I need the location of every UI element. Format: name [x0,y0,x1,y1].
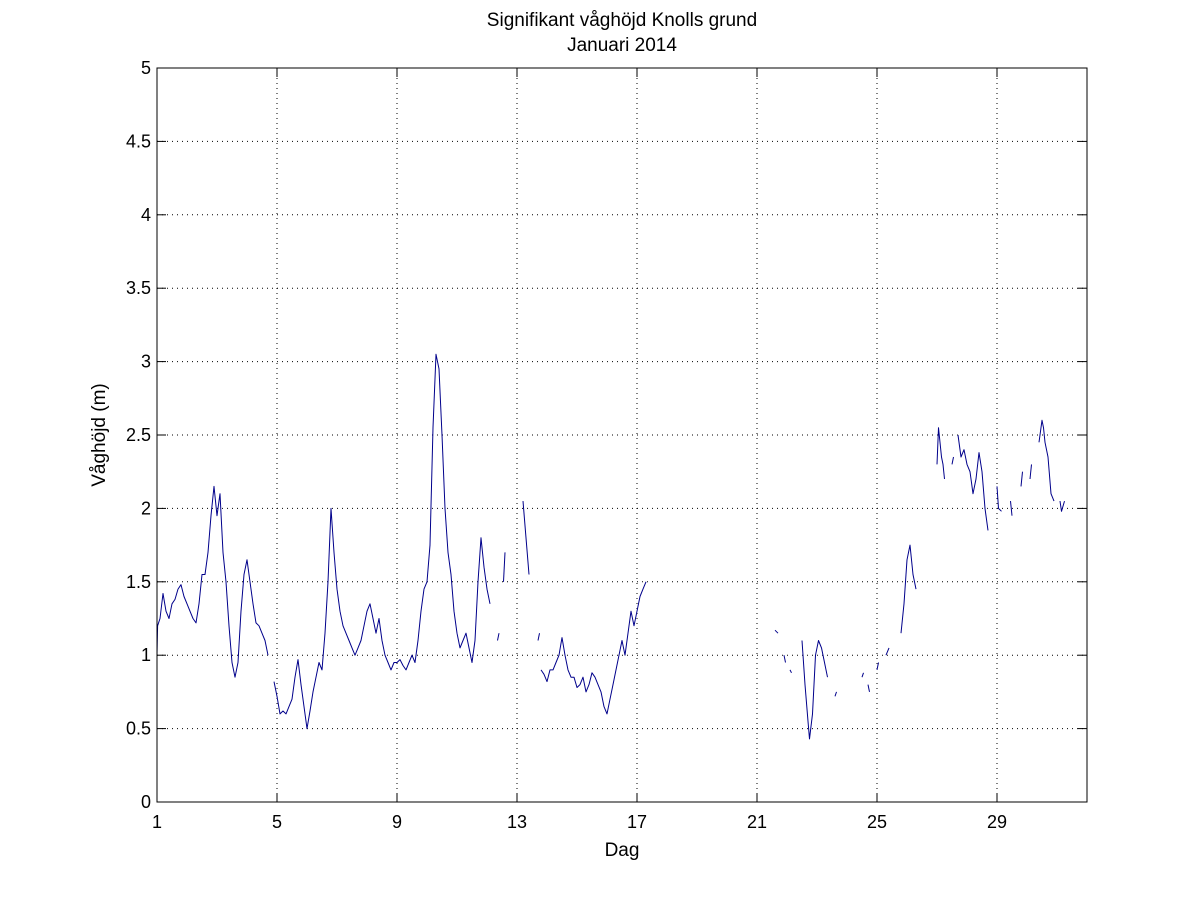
y-tick-label: 0.5 [126,719,151,739]
y-tick-label: 4.5 [126,131,151,151]
series-segment [540,581,647,715]
y-tick-label: 2 [141,498,151,518]
series-segment [951,456,954,465]
plot-frame [156,67,1088,803]
series-segment [1010,501,1013,516]
series-segment [1038,419,1055,502]
grid-lines [157,68,1087,802]
y-tick-label: 1 [141,645,151,665]
series-segment [783,655,786,663]
chart-subtitle: Januari 2014 [567,35,677,56]
series-segment [936,427,945,480]
y-tick-label: 1.5 [126,572,151,592]
x-tick-label: 9 [392,812,402,832]
x-axis-label: Dag [605,840,640,861]
x-tick-label: 29 [987,812,1007,832]
series-lines [156,353,1065,740]
series-segment [1029,464,1032,480]
series-segment [537,633,540,641]
series-segment [789,669,792,674]
y-tick-label: 3.5 [126,278,151,298]
series-segment [522,501,530,575]
series-segment [273,353,491,730]
x-tick-label: 5 [272,812,282,832]
x-tick-label: 21 [747,812,767,832]
series-segment [503,552,506,582]
series-segment [801,640,828,740]
series-segment [876,662,879,670]
series-segment [957,434,989,531]
series-segment [497,633,500,641]
y-tick-label: 3 [141,352,151,372]
y-tick-label: 4 [141,205,151,225]
chart-title: Signifikant våghöjd Knolls grund [487,10,757,31]
series-segment [1059,500,1065,512]
x-tick-label: 25 [867,812,887,832]
series-segment [996,486,1002,512]
series-segment [885,647,890,656]
series-segment [156,485,269,678]
series-segment [834,691,837,697]
series-segment [867,684,870,693]
x-tick-labels: 1 5 9 13 17 21 25 29 [152,812,1007,832]
series-segment [774,629,779,634]
x-tick-label: 13 [507,812,527,832]
x-tick-label: 17 [627,812,647,832]
series-segment [861,672,864,678]
series-segment [1020,471,1023,487]
y-tick-label: 2.5 [126,425,151,445]
y-tick-label: 5 [141,58,151,78]
series-segment [900,544,917,634]
y-tick-labels: 0 0.5 1 1.5 2 2.5 3 3.5 4 4.5 5 [126,58,151,812]
x-tick-label: 1 [152,812,162,832]
y-tick-label: 0 [141,792,151,812]
y-axis-label: Våghöjd (m) [89,383,110,487]
